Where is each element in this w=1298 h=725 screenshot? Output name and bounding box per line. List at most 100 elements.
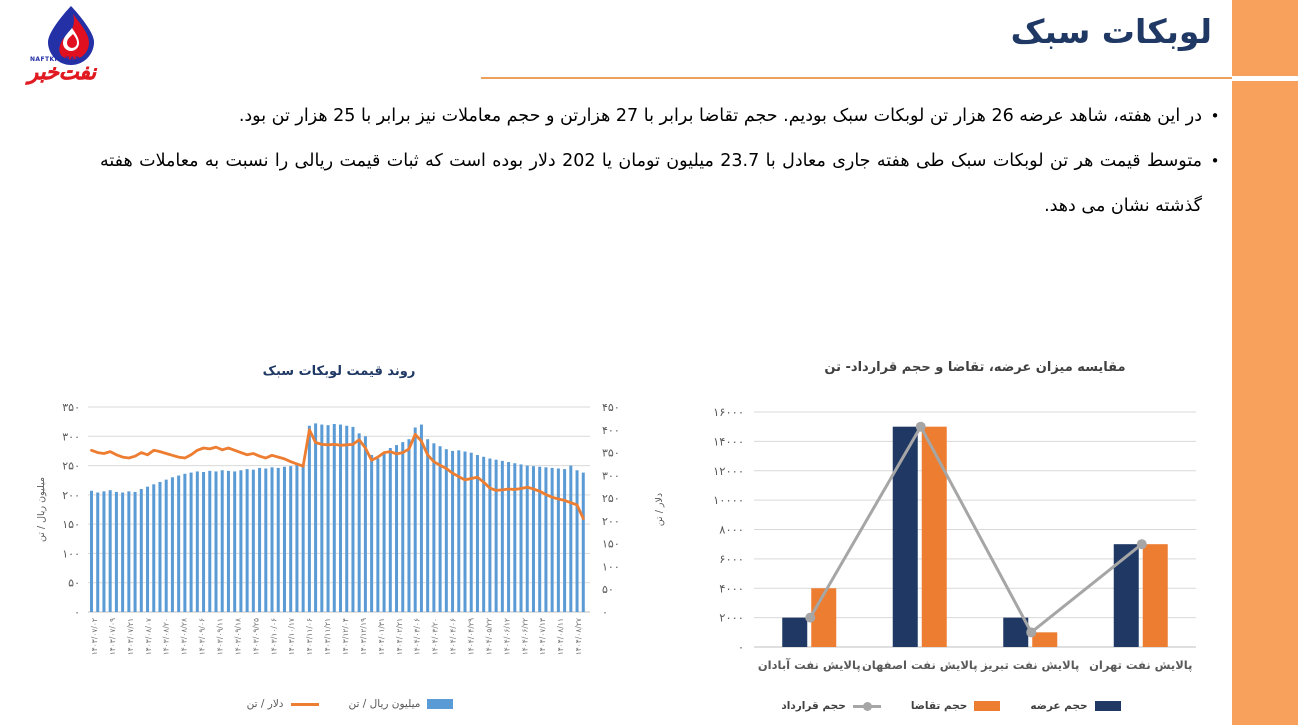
chart-title: مقایسه میزان عرضه، تقاضا و حجم قرارداد- … xyxy=(824,360,1125,375)
price-bar xyxy=(314,423,318,612)
demand-bar xyxy=(1142,544,1168,647)
legend-line-marker xyxy=(852,701,881,711)
y-axis-tick: ۲۰۰۰ xyxy=(719,611,744,625)
price-bar xyxy=(345,425,349,612)
x-axis-tick: ۱۴۰۴/۰۶/۱۲ xyxy=(502,618,511,655)
price-bar xyxy=(563,469,567,612)
bullet-text: متوسط قیمت هر تن لوبکات سبک طی هفته جاری… xyxy=(100,151,1202,216)
right-axis-tick: ۲۵۰ xyxy=(602,492,620,505)
flame-icon xyxy=(48,6,94,65)
x-axis-tick: ۱۴۰۳/۰۹/۱۱ xyxy=(215,618,224,655)
accent-sidebar xyxy=(1232,0,1298,725)
price-bar xyxy=(108,490,112,612)
price-bar xyxy=(438,446,442,612)
legend-line-marker xyxy=(290,702,319,706)
x-axis-tick: ۱۴۰۴/۰۵/۲۲ xyxy=(484,618,493,655)
left-axis-tick: ۱۰۰ xyxy=(62,547,80,560)
y-axis-tick: ۸۰۰۰ xyxy=(719,523,744,537)
y-axis-tick: ۶۰۰۰ xyxy=(719,552,744,566)
price-bar xyxy=(251,469,255,612)
price-bar xyxy=(413,427,417,612)
right-axis-tick: ۴۰۰ xyxy=(602,424,620,437)
price-bar xyxy=(208,470,212,612)
x-axis-tick: ۱۴۰۳/۰۷/۰۹ xyxy=(108,618,117,655)
price-bar xyxy=(264,468,268,612)
price-bar xyxy=(170,477,174,612)
y-axis-tick: ۴۰۰۰ xyxy=(719,581,744,595)
page-title: لوبکات سبک xyxy=(1010,12,1212,51)
x-axis-tick: ۱۴۰۴/۰۴/۲۹ xyxy=(466,618,475,655)
x-axis-tick: ۱۴۰۴/۰۴/۰۶ xyxy=(449,618,458,655)
price-bar xyxy=(276,467,280,612)
supply-bar xyxy=(782,617,808,647)
x-axis-tick: ۱۴۰۳/۰۸/۲۰ xyxy=(162,618,171,655)
legend-swatch xyxy=(427,699,454,709)
bullet-marker: • xyxy=(1210,152,1220,170)
left-axis-tick: ۲۰۰ xyxy=(62,489,80,502)
right-axis-tick: ۲۰۰ xyxy=(602,515,620,528)
price-bar xyxy=(214,471,218,612)
right-axis-tick: ۰ xyxy=(602,606,608,619)
bullet-item: • متوسط قیمت هر تن لوبکات سبک طی هفته جا… xyxy=(100,139,1228,229)
price-bar xyxy=(258,467,262,612)
contract-volume-marker xyxy=(1026,627,1037,638)
supply-demand-chart: مقایسه میزان عرضه، تقاضا و حجم قرارداد- … xyxy=(676,355,1226,695)
price-bar xyxy=(152,484,156,612)
left-axis-tick: ۲۵۰ xyxy=(62,460,80,473)
category-label: پالایش نفت تبریز xyxy=(980,658,1079,672)
supply-bar xyxy=(1003,617,1029,647)
price-bar xyxy=(500,460,504,612)
price-bar xyxy=(544,467,548,612)
demand-bar xyxy=(1032,632,1058,647)
bullet-marker: • xyxy=(1210,107,1220,125)
price-bar xyxy=(326,425,330,612)
price-bar xyxy=(164,479,168,612)
category-label: پالایش نفت تهران xyxy=(1089,658,1192,672)
legend-item: حجم قرارداد xyxy=(781,700,881,712)
price-bar xyxy=(289,466,293,612)
price-bar xyxy=(550,467,554,612)
x-axis-tick: ۱۴۰۳/۱۰/۰۶ xyxy=(269,618,278,655)
x-axis-tick: ۱۴۰۴/۰۷/۱۳ xyxy=(538,618,547,655)
price-bar xyxy=(121,492,125,612)
price-bar xyxy=(531,466,535,612)
x-axis-tick: ۱۴۰۳/۱۲/۰۴ xyxy=(341,618,350,655)
price-bar xyxy=(363,436,367,612)
dollar-price-line xyxy=(90,428,585,521)
x-axis-tick: ۱۴۰۴/۰۳/۰۶ xyxy=(413,618,422,655)
price-bar xyxy=(158,481,162,612)
category-label: پالایش نفت آبادان xyxy=(758,658,861,672)
price-bar xyxy=(432,443,436,612)
x-axis-tick: ۱۴۰۳/۱۱/۰۶ xyxy=(305,618,314,655)
price-bar xyxy=(233,471,237,612)
price-bar xyxy=(90,490,93,612)
legend-item: میلیون ریال / تن xyxy=(349,698,454,710)
price-bar xyxy=(519,464,523,612)
price-bar xyxy=(245,469,249,612)
price-bar xyxy=(339,424,342,612)
demand-bar xyxy=(811,588,837,647)
supply-demand-plot: مقایسه میزان عرضه، تقاضا و حجم قرارداد- … xyxy=(713,360,1196,672)
bullet-text: در این هفته، شاهد عرضه 26 هزار تن لوبکات… xyxy=(238,106,1202,126)
bullet-item: • در این هفته، شاهد عرضه 26 هزار تن لوبک… xyxy=(100,94,1228,139)
price-trend-legend: دلار / تن میلیون ریال / تن xyxy=(30,698,670,710)
price-bar xyxy=(581,472,585,612)
right-axis-tick: ۳۵۰ xyxy=(602,447,620,460)
price-bar xyxy=(146,486,150,612)
price-bar xyxy=(307,425,311,612)
price-bar xyxy=(320,424,324,612)
price-trend-plot: روند قیمت لوبکات سبک ۰ ۵۰ ۱۰۰ ۱۵۰ ۲۰۰ ۲۵۰ ۳۰۰ ۳۵… xyxy=(36,364,665,655)
price-bar xyxy=(388,448,392,612)
right-axis-tick: ۱۰۰ xyxy=(602,560,620,573)
x-axis-tick: ۱۴۰۳/۰۹/۲۵ xyxy=(251,618,260,655)
price-bar xyxy=(370,455,374,612)
legend-label: حجم قرارداد xyxy=(781,700,846,712)
price-bar xyxy=(376,458,380,612)
right-axis-tick: ۵۰ xyxy=(602,583,614,596)
left-axis-tick: ۳۰۰ xyxy=(62,430,80,443)
legend-item: حجم عرضه xyxy=(1030,700,1121,712)
price-bar xyxy=(202,472,206,612)
contract-volume-marker xyxy=(915,421,926,432)
x-axis-tick: ۱۴۰۳/۱۲/۱۹ xyxy=(359,618,368,655)
